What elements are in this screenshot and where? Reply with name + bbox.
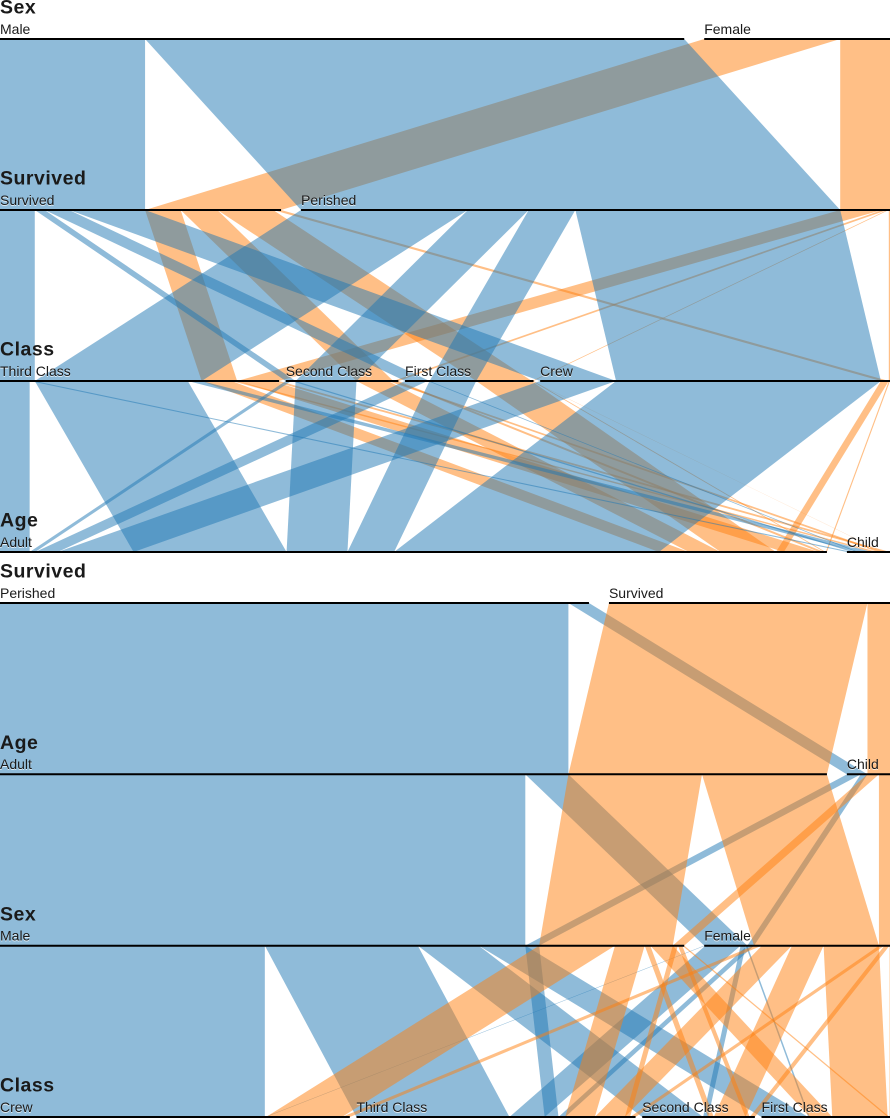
svg-text:Age: Age bbox=[0, 510, 38, 532]
svg-text:Perished: Perished bbox=[0, 585, 55, 601]
svg-text:First Class: First Class bbox=[405, 363, 471, 379]
svg-text:Child: Child bbox=[847, 534, 879, 550]
svg-text:Child: Child bbox=[847, 756, 879, 772]
svg-text:Age: Age bbox=[0, 732, 38, 754]
svg-text:Perished: Perished bbox=[301, 192, 356, 208]
svg-text:Second Class: Second Class bbox=[286, 363, 372, 379]
svg-text:Adult: Adult bbox=[0, 534, 32, 550]
svg-text:Survived: Survived bbox=[0, 168, 86, 190]
svg-text:Sex: Sex bbox=[0, 0, 36, 19]
svg-text:Third Class: Third Class bbox=[0, 363, 71, 379]
svg-text:Adult: Adult bbox=[0, 756, 32, 772]
svg-text:Female: Female bbox=[704, 928, 751, 944]
svg-text:Male: Male bbox=[0, 21, 31, 37]
svg-text:Second Class: Second Class bbox=[642, 1099, 728, 1115]
svg-text:Survived: Survived bbox=[0, 192, 54, 208]
svg-text:Sex: Sex bbox=[0, 903, 36, 925]
svg-text:Female: Female bbox=[704, 21, 751, 37]
svg-text:Third Class: Third Class bbox=[356, 1099, 427, 1115]
svg-text:Class: Class bbox=[0, 1075, 55, 1097]
svg-text:Crew: Crew bbox=[540, 363, 574, 379]
svg-text:Survived: Survived bbox=[0, 561, 86, 583]
svg-text:Survived: Survived bbox=[609, 585, 663, 601]
svg-text:First Class: First Class bbox=[762, 1099, 828, 1115]
svg-text:Crew: Crew bbox=[0, 1099, 34, 1115]
svg-text:Male: Male bbox=[0, 928, 31, 944]
svg-text:Class: Class bbox=[0, 339, 55, 361]
